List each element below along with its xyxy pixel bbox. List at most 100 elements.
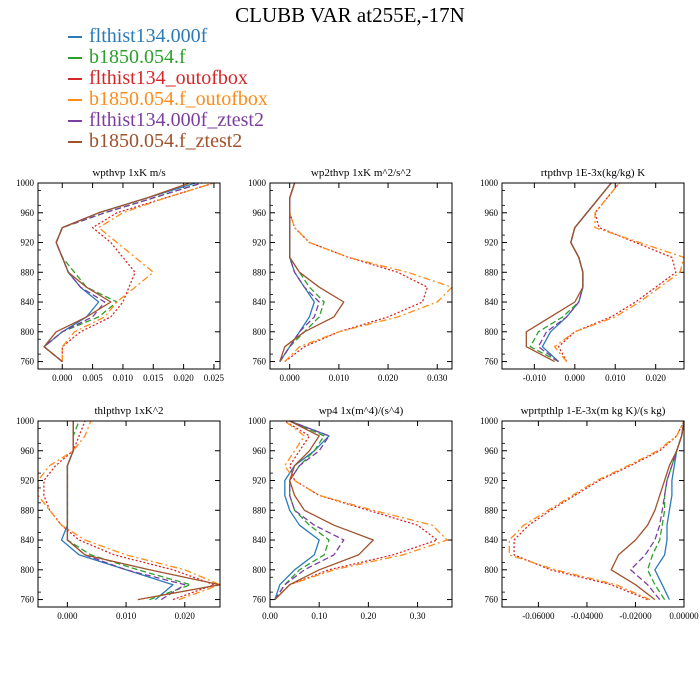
x-tick-label: 0.000 [565,373,586,383]
x-tick-label: 0.00 [262,611,278,621]
y-tick-label: 960 [21,446,35,456]
x-tick-label: 0.020 [378,373,399,383]
y-tick-label: 1000 [248,416,267,426]
y-tick-label: 920 [21,238,35,248]
x-tick-label: -0.02000 [619,611,652,621]
x-tick-label: 0.005 [82,373,103,383]
series-line [37,420,221,601]
legend-swatch [68,98,82,101]
x-tick-label: 0.025 [204,373,225,383]
series-line [60,421,174,601]
series-line [274,420,438,601]
y-tick-label: 840 [21,535,35,545]
panel-title: wp2thvp 1xK m^2/s^2 [311,167,411,179]
plot-frame [269,182,453,370]
y-tick-label: 880 [21,505,35,515]
y-tick-label: 840 [485,535,499,545]
y-tick-label: 920 [485,238,499,248]
x-tick-label: -0.04000 [571,611,604,621]
series-line [513,420,685,601]
x-tick-label: 0.20 [361,611,377,621]
legend-label: flthist134.000f [89,25,208,47]
panel-title: thlpthvp 1xK^2 [94,405,163,417]
y-tick-label: 840 [21,297,35,307]
y-tick-label: 800 [485,327,499,337]
legend-label: flthist134.000f_ztest2 [89,109,264,131]
legend-entry: flthist134.000f_ztest2 [68,110,268,131]
legend-entry: b1850.054.f_ztest2 [68,131,268,152]
plot-frame [37,182,221,370]
y-tick-label: 840 [253,535,267,545]
series-line [279,182,325,362]
x-tick-label: 0.010 [116,611,137,621]
series-line [66,420,192,601]
y-tick-label: 800 [253,565,267,575]
plot-frame [37,420,221,608]
legend-entry: flthist134.000f [68,26,268,47]
y-tick-label: 960 [485,446,499,456]
y-tick-label: 840 [253,297,267,307]
x-tick-label: 0.010 [113,373,134,383]
panel-title: rtpthvp 1E-3x(kg/kg) K [541,167,646,179]
x-tick-label: 0.010 [605,373,626,383]
y-tick-label: 760 [253,357,267,367]
y-tick-label: 880 [485,267,499,277]
legend-label: b1850.054.f_outofbox [89,88,268,110]
series-line [629,420,685,601]
legend-label: b1850.054.f [89,46,186,68]
legend-entry: b1850.054.f_outofbox [68,89,268,110]
panel-title: wp4 1x(m^4)/(s^4) [319,405,404,417]
series-line [557,182,677,362]
y-tick-label: 960 [485,208,499,218]
panel-title: wpthvp 1xK m/s [92,167,165,179]
series-line [61,182,215,362]
y-tick-label: 760 [485,595,499,605]
series-line [553,182,685,363]
y-tick-label: 800 [253,327,267,337]
chart-panel: wprtpthlp 1-E-3x(m kg K)/(s kg) 760 800 840… [480,405,699,621]
legend-swatch [68,140,82,143]
y-tick-label: 760 [253,595,267,605]
series-line [274,420,330,600]
y-tick-label: 920 [485,476,499,486]
x-tick-label: 0.010 [329,373,350,383]
series-line [274,420,448,601]
y-tick-label: 800 [21,565,35,575]
x-tick-label: 0.015 [143,373,164,383]
series-line [541,182,612,363]
legend-label: b1850.054.f_ztest2 [89,130,243,152]
x-tick-label: -0.06000 [522,611,555,621]
y-tick-label: 960 [253,208,267,218]
chart-panel: wp4 1x(m^4)/(s^4) 760 800 840 880 920 960 1000 0… [248,405,453,621]
y-tick-label: 1000 [16,416,35,426]
legend-swatch [68,119,82,122]
y-tick-label: 960 [253,446,267,456]
legend-entry: b1850.054.f [68,47,268,68]
plot-frame [269,420,453,608]
x-tick-label: 0.000 [57,611,78,621]
series-line [61,182,215,362]
legend-swatch [68,77,82,80]
panel-title: wprtpthlp 1-E-3x(m kg K)/(s kg) [521,405,666,417]
chart-panel: wp2thvp 1xK m^2/s^2 760 800 840 880 920 960 100… [248,167,453,383]
y-tick-label: 1000 [480,178,499,188]
y-tick-label: 1000 [16,178,35,188]
x-tick-label: 0.000 [52,373,73,383]
legend-swatch [68,56,82,59]
y-tick-label: 880 [485,505,499,515]
y-tick-label: 880 [253,505,267,515]
legend-entry: flthist134_outofbox [68,68,268,89]
chart-panel: wpthvp 1xK m/s 760 800 840 880 920 960 1000 0.00… [16,167,225,383]
y-tick-label: 800 [21,327,35,337]
x-tick-label: 0.030 [427,373,448,383]
x-tick-label: 0.30 [410,611,426,621]
x-tick-label: 0.020 [173,373,194,383]
series-line [284,182,453,363]
y-tick-label: 920 [21,476,35,486]
series-line [66,421,221,601]
y-tick-label: 920 [253,476,267,486]
plot-frame [501,182,685,370]
series-line [525,182,612,363]
series-line [274,420,345,600]
